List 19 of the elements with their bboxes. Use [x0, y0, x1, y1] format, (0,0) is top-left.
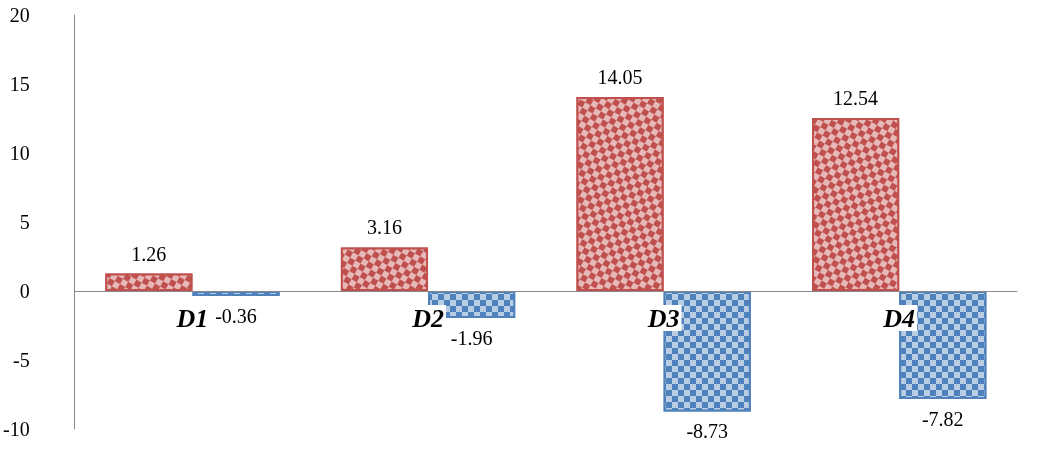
data-label: 1.26 — [131, 242, 167, 265]
y-tick-label: 15 — [9, 73, 30, 95]
y-tick-label: -5 — [12, 349, 30, 371]
data-label: -8.73 — [686, 420, 729, 443]
data-label: -1.96 — [450, 327, 493, 350]
y-tick-label: 0 — [19, 280, 30, 302]
y-tick-label: -10 — [2, 418, 30, 440]
x-tick-label: D4 — [882, 303, 916, 333]
x-tick-label: D3 — [646, 303, 680, 333]
x-tick-label: D1 — [175, 303, 209, 333]
y-tick-label: 20 — [9, 4, 30, 26]
y-tick-label: 10 — [9, 142, 30, 164]
data-label: -7.82 — [921, 407, 964, 430]
y-tick-label: 5 — [19, 211, 30, 233]
data-label: -0.36 — [215, 304, 257, 327]
data-label: 3.16 — [366, 216, 402, 239]
x-tick-label: D2 — [411, 303, 444, 333]
data-label: 14.05 — [597, 66, 643, 89]
data-label: 12.54 — [833, 86, 879, 109]
